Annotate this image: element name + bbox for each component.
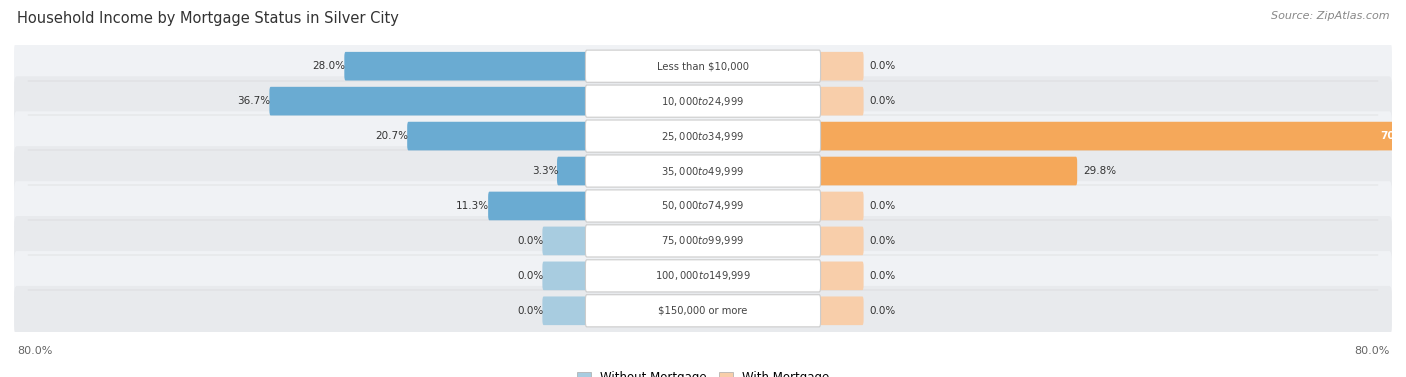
Text: 0.0%: 0.0%	[517, 236, 544, 246]
Text: $75,000 to $99,999: $75,000 to $99,999	[661, 234, 745, 247]
FancyBboxPatch shape	[818, 122, 1406, 150]
Text: 80.0%: 80.0%	[1354, 346, 1389, 356]
Text: $35,000 to $49,999: $35,000 to $49,999	[661, 164, 745, 178]
FancyBboxPatch shape	[585, 225, 821, 257]
Text: $100,000 to $149,999: $100,000 to $149,999	[655, 269, 751, 282]
FancyBboxPatch shape	[585, 50, 821, 82]
FancyBboxPatch shape	[585, 295, 821, 327]
FancyBboxPatch shape	[818, 157, 1077, 185]
FancyBboxPatch shape	[818, 262, 863, 290]
FancyBboxPatch shape	[818, 87, 863, 115]
FancyBboxPatch shape	[543, 296, 588, 325]
FancyBboxPatch shape	[585, 260, 821, 292]
FancyBboxPatch shape	[488, 192, 588, 220]
Text: Source: ZipAtlas.com: Source: ZipAtlas.com	[1271, 11, 1389, 21]
FancyBboxPatch shape	[14, 146, 1392, 196]
Text: 0.0%: 0.0%	[869, 96, 896, 106]
FancyBboxPatch shape	[14, 76, 1392, 126]
FancyBboxPatch shape	[818, 52, 863, 81]
Text: 0.0%: 0.0%	[869, 306, 896, 316]
Text: $10,000 to $24,999: $10,000 to $24,999	[661, 95, 745, 108]
FancyBboxPatch shape	[585, 120, 821, 152]
FancyBboxPatch shape	[585, 190, 821, 222]
Text: 20.7%: 20.7%	[375, 131, 409, 141]
FancyBboxPatch shape	[818, 192, 863, 220]
FancyBboxPatch shape	[543, 262, 588, 290]
Text: $50,000 to $74,999: $50,000 to $74,999	[661, 199, 745, 213]
Text: 11.3%: 11.3%	[457, 201, 489, 211]
FancyBboxPatch shape	[344, 52, 588, 81]
FancyBboxPatch shape	[585, 155, 821, 187]
Text: 29.8%: 29.8%	[1083, 166, 1116, 176]
Text: Less than $10,000: Less than $10,000	[657, 61, 749, 71]
Text: 0.0%: 0.0%	[869, 201, 896, 211]
FancyBboxPatch shape	[270, 87, 588, 115]
Text: $150,000 or more: $150,000 or more	[658, 306, 748, 316]
FancyBboxPatch shape	[14, 216, 1392, 266]
FancyBboxPatch shape	[585, 85, 821, 117]
Text: 0.0%: 0.0%	[869, 236, 896, 246]
Text: 70.2%: 70.2%	[1381, 131, 1406, 141]
FancyBboxPatch shape	[408, 122, 588, 150]
Text: 0.0%: 0.0%	[517, 306, 544, 316]
Text: Household Income by Mortgage Status in Silver City: Household Income by Mortgage Status in S…	[17, 11, 399, 26]
Text: 3.3%: 3.3%	[531, 166, 558, 176]
Text: 28.0%: 28.0%	[312, 61, 346, 71]
FancyBboxPatch shape	[14, 181, 1392, 231]
FancyBboxPatch shape	[818, 227, 863, 255]
Text: 36.7%: 36.7%	[238, 96, 271, 106]
FancyBboxPatch shape	[14, 111, 1392, 161]
FancyBboxPatch shape	[14, 251, 1392, 301]
FancyBboxPatch shape	[543, 227, 588, 255]
FancyBboxPatch shape	[14, 41, 1392, 91]
FancyBboxPatch shape	[14, 286, 1392, 336]
Text: 80.0%: 80.0%	[17, 346, 52, 356]
Legend: Without Mortgage, With Mortgage: Without Mortgage, With Mortgage	[572, 366, 834, 377]
FancyBboxPatch shape	[557, 157, 588, 185]
Text: $25,000 to $34,999: $25,000 to $34,999	[661, 130, 745, 143]
Text: 0.0%: 0.0%	[869, 61, 896, 71]
Text: 0.0%: 0.0%	[517, 271, 544, 281]
Text: 0.0%: 0.0%	[869, 271, 896, 281]
FancyBboxPatch shape	[818, 296, 863, 325]
